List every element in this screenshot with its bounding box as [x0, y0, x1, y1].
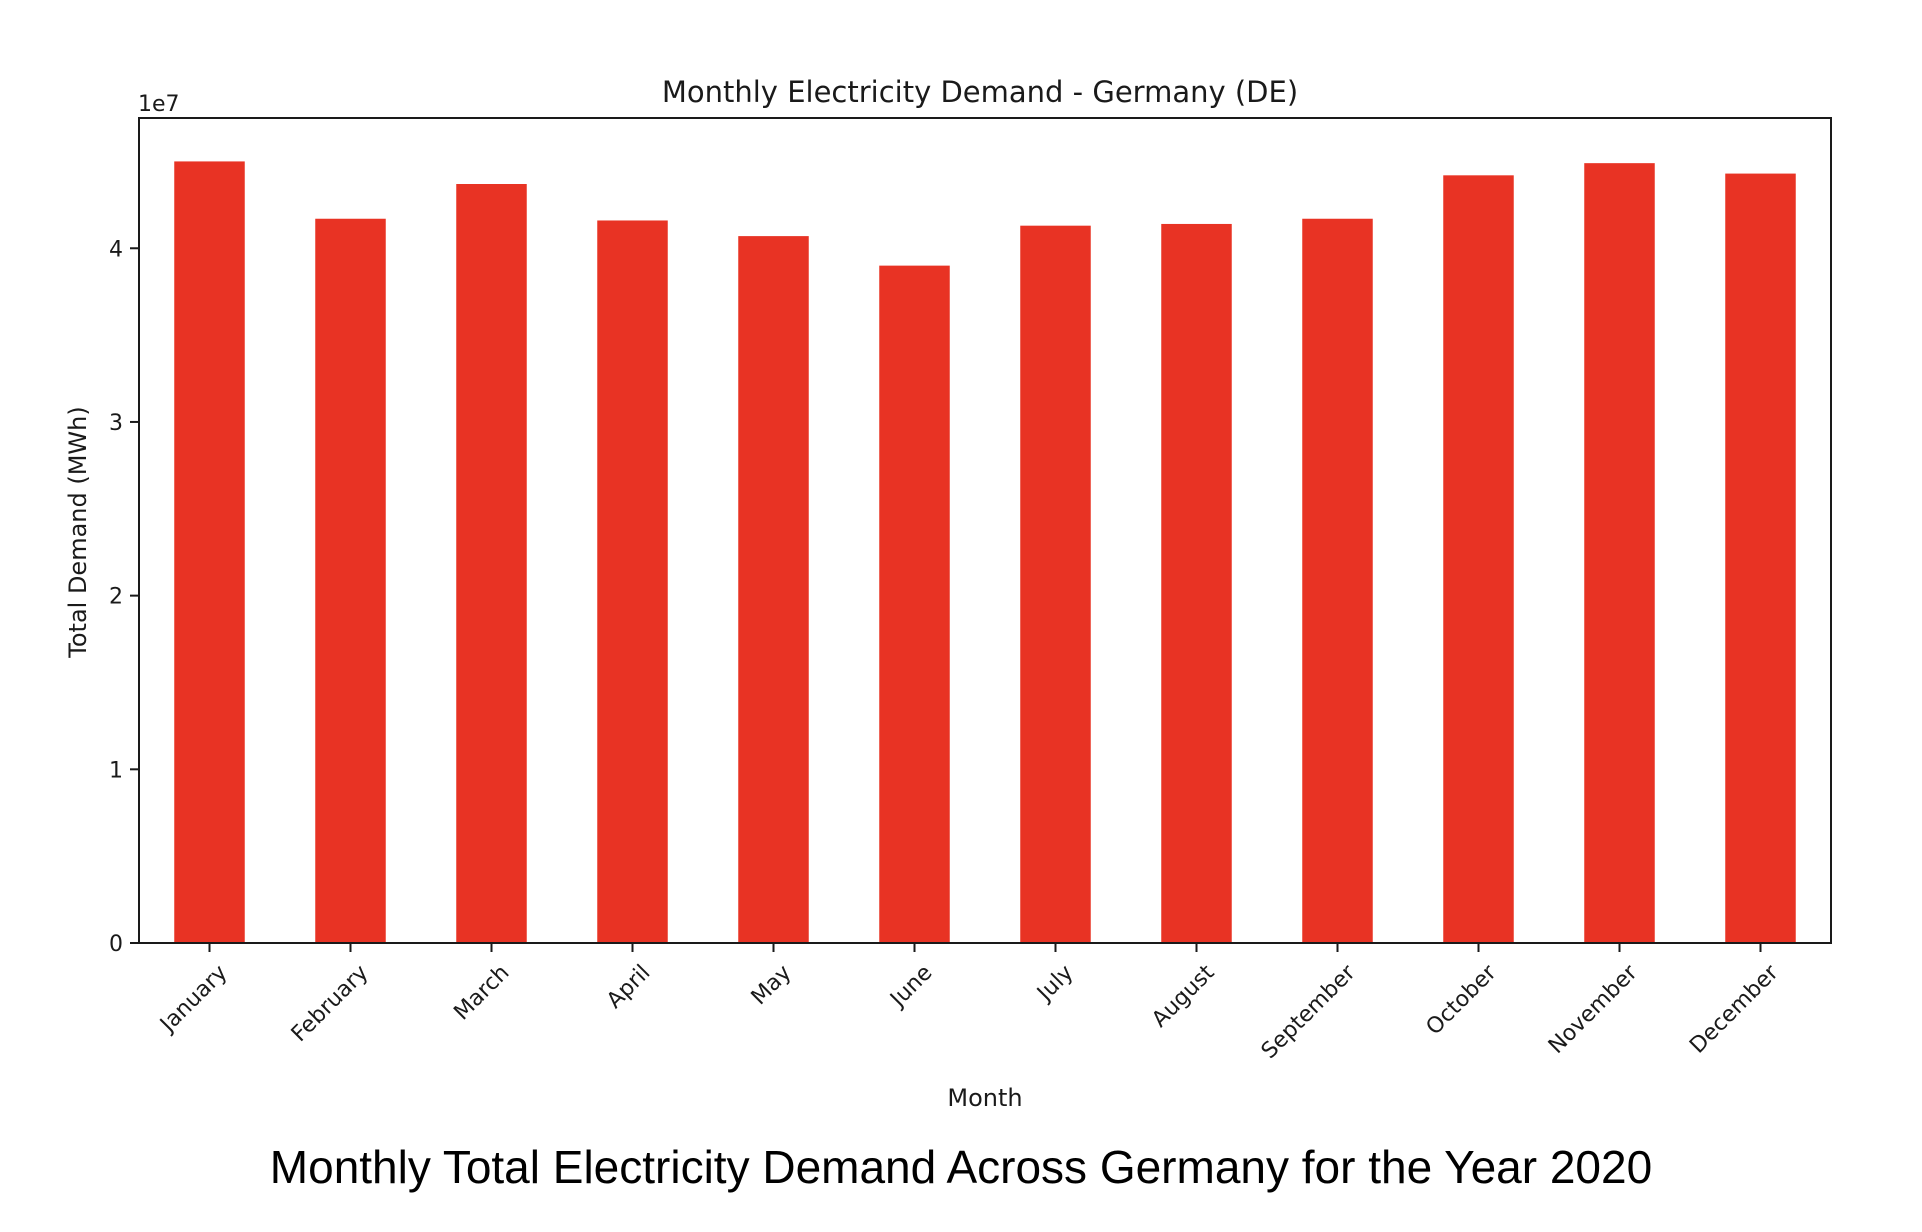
x-tick-label: January	[154, 960, 232, 1038]
y-axis-exponent-label: 1e7	[138, 92, 180, 117]
x-tick-label: April	[602, 960, 655, 1013]
y-axis-label: Total Demand (MWh)	[64, 406, 92, 658]
x-tick-label: March	[449, 960, 514, 1025]
bar-july	[1020, 225, 1091, 943]
bar-february	[315, 218, 386, 944]
y-tick-label: 2	[109, 585, 123, 610]
y-tick-label: 3	[109, 411, 123, 436]
x-tick-label: July	[1031, 960, 1078, 1007]
x-tick-label: November	[1544, 960, 1643, 1059]
bar-june	[879, 265, 950, 943]
bar-october	[1443, 175, 1514, 943]
x-tick-label: August	[1147, 960, 1219, 1032]
x-tick-label: September	[1257, 960, 1361, 1064]
x-tick-label: May	[747, 960, 797, 1010]
bar-august	[1161, 223, 1232, 943]
bar-april	[597, 220, 668, 944]
bars-group	[174, 161, 1796, 944]
bar-september	[1302, 218, 1373, 944]
x-ticks-group: January February March April May June July Augu…	[154, 943, 1784, 1064]
bar-march	[456, 184, 527, 943]
y-ticks-group: 0 1 2 3 4	[109, 237, 139, 957]
x-tick-label: December	[1685, 960, 1784, 1059]
x-tick-label: February	[287, 960, 374, 1047]
bar-november	[1584, 163, 1655, 943]
plot-area-frame	[138, 117, 1832, 944]
chart-title: Monthly Electricity Demand - Germany (DE…	[662, 75, 1298, 109]
bar-january	[174, 161, 245, 944]
x-tick-label: June	[885, 960, 938, 1013]
y-tick-label: 4	[109, 237, 123, 262]
x-tick-label: October	[1422, 960, 1503, 1041]
x-axis-label: Month	[947, 1084, 1022, 1112]
bar-may	[738, 236, 809, 944]
y-tick-label: 0	[109, 932, 123, 957]
y-tick-label: 1	[109, 758, 123, 783]
figure-caption: Monthly Total Electricity Demand Across …	[269, 1141, 1653, 1193]
bar-december	[1725, 173, 1796, 943]
